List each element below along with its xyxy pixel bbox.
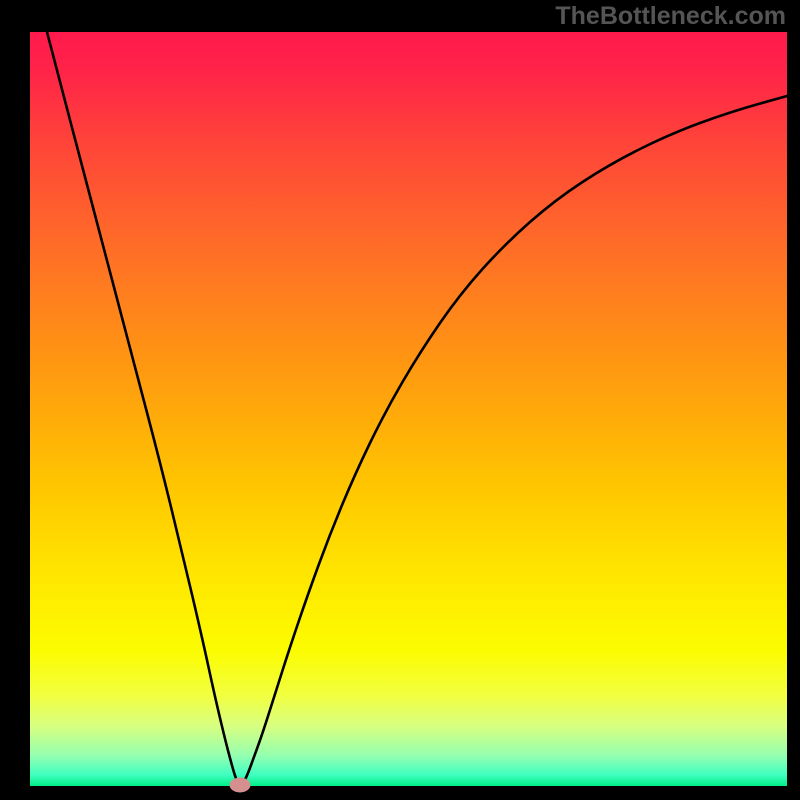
plot-area xyxy=(30,32,787,786)
curve-layer xyxy=(30,32,787,786)
optimal-marker xyxy=(230,778,251,793)
bottleneck-curve xyxy=(47,32,787,785)
watermark-text: TheBottleneck.com xyxy=(555,2,786,31)
chart-canvas: TheBottleneck.com xyxy=(0,0,800,800)
